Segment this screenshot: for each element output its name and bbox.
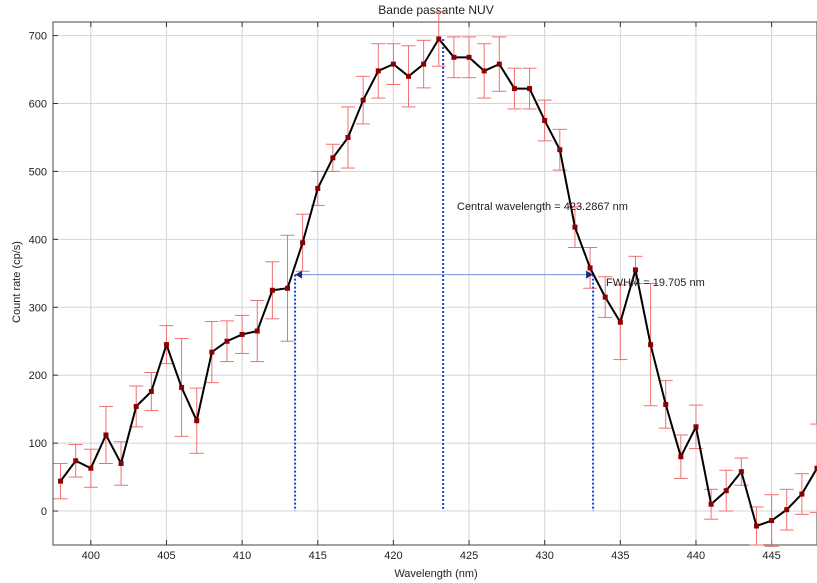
x-tick-label: 400 — [82, 550, 100, 562]
x-tick-label: 445 — [762, 550, 780, 562]
data-point — [73, 458, 79, 464]
data-point — [300, 240, 306, 246]
plot-area: 400 405 410 415 420 425 430 435 440 445 0 100 200 300… — [29, 11, 817, 562]
fwhm-arrow-left — [295, 270, 303, 279]
fwhm-label: FWHM = 19.705 nm — [606, 277, 705, 289]
data-point — [799, 491, 805, 497]
data-point — [209, 349, 215, 355]
fwhm-arrow-right — [586, 270, 594, 279]
data-point — [436, 36, 442, 42]
x-tick-label: 425 — [460, 550, 478, 562]
data-point — [738, 469, 744, 475]
chart-title: Bande passante NUV — [378, 3, 493, 17]
data-point — [148, 388, 154, 394]
data-point — [360, 97, 366, 103]
y-tick-label: 600 — [29, 99, 47, 111]
x-tick-label: 410 — [233, 550, 251, 562]
data-point — [451, 54, 457, 60]
data-point — [254, 328, 260, 334]
x-tick-label: 420 — [384, 550, 402, 562]
data-point — [708, 501, 714, 507]
data-point — [663, 401, 669, 407]
plot-frame — [52, 21, 817, 546]
data-point — [557, 147, 563, 153]
data-point — [693, 424, 699, 430]
plot-background — [53, 22, 817, 545]
data-point — [572, 224, 578, 230]
y-tick-label: 500 — [29, 166, 47, 178]
y-tick-label: 200 — [29, 370, 47, 382]
data-point — [678, 454, 684, 460]
x-tick-label: 430 — [536, 550, 554, 562]
data-point — [617, 319, 623, 325]
data-point — [527, 86, 533, 92]
x-axis-label: Wavelength (nm) — [394, 568, 477, 580]
data-point — [224, 338, 230, 344]
data-point — [239, 331, 245, 337]
data-point — [814, 465, 817, 471]
y-tick-label: 700 — [29, 31, 47, 43]
x-tick-label: 415 — [309, 550, 327, 562]
data-point — [345, 134, 351, 140]
x-tick-label: 405 — [157, 550, 175, 562]
data-point — [648, 342, 654, 348]
x-tick-label: 440 — [687, 550, 705, 562]
y-axis-label: Count rate (cp/s) — [11, 241, 23, 323]
data-point — [133, 403, 139, 409]
data-point — [118, 460, 124, 466]
data-point — [194, 418, 200, 424]
data-point — [496, 61, 502, 67]
data-point — [103, 432, 109, 438]
data-point — [421, 61, 427, 67]
data-point — [390, 61, 396, 67]
data-point — [466, 54, 472, 60]
data-point — [88, 465, 94, 471]
y-tick-label: 0 — [41, 506, 47, 518]
y-tick-label: 100 — [29, 438, 47, 450]
data-point — [269, 287, 275, 293]
data-point — [602, 294, 608, 300]
central-wavelength-label: Central wavelength = 423.2867 nm — [457, 201, 628, 213]
data-point — [481, 68, 487, 74]
y-tick-label: 400 — [29, 234, 47, 246]
data-point — [587, 265, 593, 271]
data-point — [632, 267, 638, 273]
data-point — [284, 285, 290, 291]
data-point — [163, 342, 169, 348]
data-point — [315, 185, 321, 191]
data-point — [179, 384, 185, 390]
data-point — [784, 507, 790, 513]
data-point — [58, 478, 64, 484]
data-point — [330, 155, 336, 161]
data-point — [723, 488, 729, 494]
data-point — [542, 117, 548, 123]
data-point — [375, 68, 381, 74]
data-point — [753, 523, 759, 529]
y-tick-label: 300 — [29, 302, 47, 314]
data-point — [511, 86, 517, 92]
data-point — [769, 518, 775, 524]
data-point — [406, 73, 412, 79]
x-tick-label: 435 — [611, 550, 629, 562]
